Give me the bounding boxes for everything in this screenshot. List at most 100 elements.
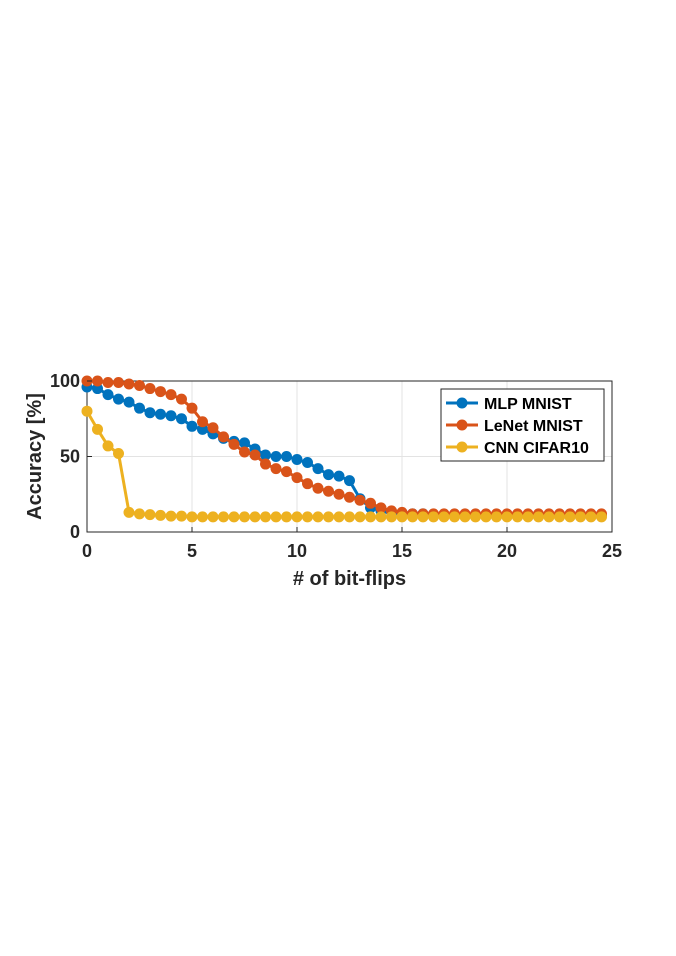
data-point xyxy=(239,446,250,458)
data-point xyxy=(480,511,492,523)
data-point xyxy=(302,511,313,523)
data-point xyxy=(155,386,166,398)
data-point xyxy=(512,511,523,523)
data-point xyxy=(333,470,345,482)
data-point xyxy=(92,423,103,435)
data-point xyxy=(197,423,208,435)
data-point xyxy=(186,420,198,432)
data-point xyxy=(155,408,166,420)
data-point xyxy=(113,447,124,459)
data-point xyxy=(585,511,597,523)
data-point xyxy=(396,511,408,523)
data-point xyxy=(165,410,177,422)
data-point xyxy=(323,469,334,481)
data-point xyxy=(281,466,292,478)
data-point xyxy=(123,378,135,390)
data-point xyxy=(344,511,355,523)
data-point xyxy=(239,511,250,523)
data-point xyxy=(260,449,271,461)
data-point xyxy=(281,511,292,523)
data-point xyxy=(470,511,481,523)
data-point xyxy=(323,485,334,497)
data-point xyxy=(291,472,303,484)
data-point xyxy=(123,396,135,408)
data-point xyxy=(291,511,303,523)
data-point xyxy=(165,389,177,401)
data-point xyxy=(564,511,576,523)
data-point xyxy=(81,405,93,417)
data-point xyxy=(144,407,156,419)
data-point xyxy=(260,458,271,470)
data-point xyxy=(365,511,376,523)
data-point xyxy=(344,475,355,487)
data-point xyxy=(134,508,145,520)
data-point xyxy=(123,506,135,518)
data-point xyxy=(228,511,240,523)
data-point xyxy=(522,511,534,523)
y-tick-label: 50 xyxy=(60,447,80,467)
data-point xyxy=(102,377,114,389)
legend: MLP MNIST LeNet MNIST CNN CIFAR10 xyxy=(440,388,605,462)
data-point xyxy=(554,511,565,523)
data-point xyxy=(197,416,208,428)
legend-label-cnn: CNN CIFAR10 xyxy=(484,440,589,457)
x-tick-label: 25 xyxy=(602,541,622,561)
data-point xyxy=(102,389,114,401)
y-axis-label: Accuracy [%] xyxy=(24,393,46,520)
data-point xyxy=(354,511,366,523)
y-tick-label: 100 xyxy=(50,371,80,391)
data-point xyxy=(207,511,219,523)
series-layer xyxy=(81,375,607,523)
data-point xyxy=(596,511,607,523)
data-point xyxy=(176,413,187,425)
y-tick-label: 0 xyxy=(70,522,80,542)
data-point xyxy=(281,451,292,462)
data-point xyxy=(144,383,156,395)
legend-entry-cnn: CNN CIFAR10 xyxy=(446,440,589,457)
data-point xyxy=(291,454,303,466)
data-point xyxy=(207,422,219,434)
data-point xyxy=(501,511,513,523)
data-point xyxy=(438,511,450,523)
data-point xyxy=(155,509,166,521)
x-tick-label: 20 xyxy=(497,541,517,561)
axis-ticks: 0 5 10 15 20 25 0 50 100 xyxy=(50,371,622,561)
data-point xyxy=(270,463,282,475)
data-point xyxy=(302,478,313,490)
data-point xyxy=(302,457,313,469)
data-point xyxy=(270,451,282,462)
data-point xyxy=(344,491,355,503)
data-point xyxy=(218,431,229,443)
data-point xyxy=(375,511,387,523)
legend-marker-mlp xyxy=(456,397,468,409)
data-point xyxy=(134,380,145,392)
data-point xyxy=(92,375,103,387)
data-point xyxy=(113,377,124,389)
data-point xyxy=(176,510,187,522)
data-point xyxy=(270,511,282,523)
legend-entry-mlp: MLP MNIST xyxy=(446,396,572,413)
data-point xyxy=(176,393,187,405)
data-point xyxy=(386,511,397,523)
legend-label-mlp: MLP MNIST xyxy=(484,396,572,413)
data-point xyxy=(249,449,261,461)
x-tick-label: 5 xyxy=(187,541,197,561)
data-point xyxy=(92,383,103,395)
data-point xyxy=(491,511,502,523)
data-point xyxy=(260,511,271,523)
data-point xyxy=(417,511,429,523)
data-point xyxy=(312,511,324,523)
data-point xyxy=(312,463,324,475)
data-point xyxy=(102,440,114,452)
data-point xyxy=(312,482,324,494)
data-point xyxy=(333,488,345,500)
data-point xyxy=(323,511,334,523)
data-point xyxy=(375,502,387,514)
data-point xyxy=(354,494,366,506)
data-point xyxy=(459,511,471,523)
data-point xyxy=(533,511,544,523)
data-point xyxy=(428,511,439,523)
data-point xyxy=(165,510,177,522)
data-point xyxy=(186,511,198,523)
